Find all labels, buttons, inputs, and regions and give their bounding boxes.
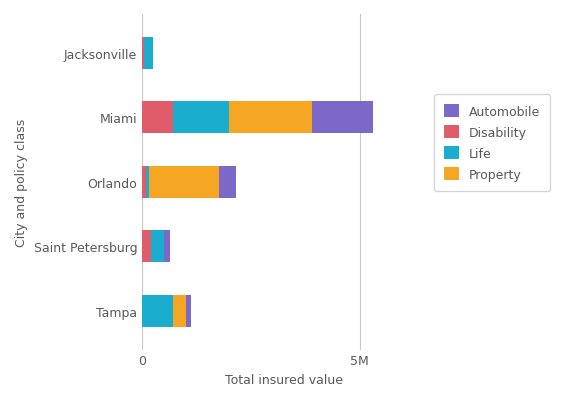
Bar [146, 166, 149, 198]
Bar [185, 295, 191, 327]
Bar [142, 166, 146, 198]
Bar [142, 231, 151, 263]
Bar [142, 102, 172, 134]
Bar [312, 102, 373, 134]
Y-axis label: City and policy class: City and policy class [15, 118, 28, 246]
Bar [219, 166, 236, 198]
X-axis label: Total insured value: Total insured value [225, 373, 342, 386]
Legend: Automobile, Disability, Life, Property: Automobile, Disability, Life, Property [434, 95, 551, 192]
Bar [142, 295, 172, 327]
Bar [142, 38, 145, 70]
Bar [151, 231, 164, 263]
Bar [164, 231, 170, 263]
Bar [149, 166, 219, 198]
Bar [172, 295, 185, 327]
Bar [172, 102, 229, 134]
Bar [229, 102, 312, 134]
Bar [145, 38, 153, 70]
